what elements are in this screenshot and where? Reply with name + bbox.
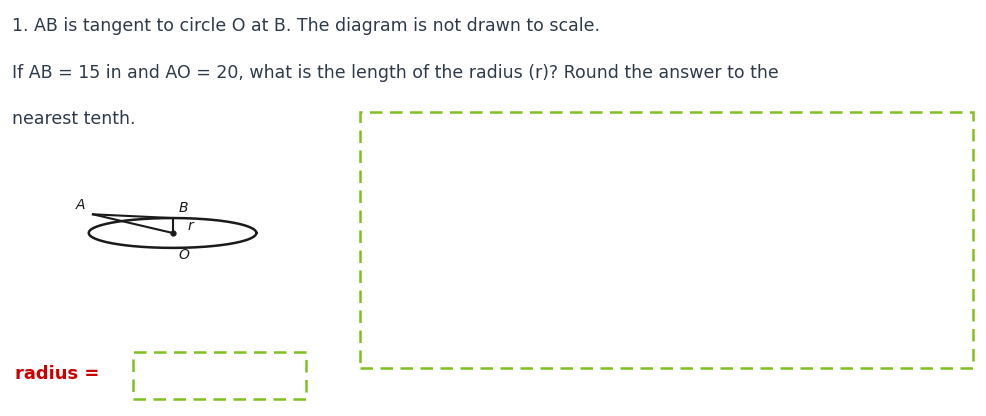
Text: 1. AB is tangent to circle O at B. The diagram is not drawn to scale.: 1. AB is tangent to circle O at B. The d… [12, 17, 599, 35]
Bar [133, 352, 306, 399]
Text: r: r [187, 218, 193, 233]
Text: A: A [76, 198, 85, 212]
Text: O: O [178, 248, 189, 262]
Text: B: B [178, 201, 188, 215]
Bar [360, 112, 973, 368]
Text: If AB = 15 in and AO = 20, what is the length of the radius (r)? Round the answe: If AB = 15 in and AO = 20, what is the l… [12, 64, 779, 82]
Text: nearest tenth.: nearest tenth. [12, 110, 135, 128]
Text: radius =: radius = [15, 365, 100, 384]
